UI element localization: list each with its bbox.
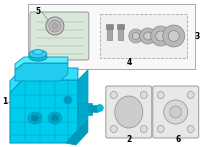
FancyBboxPatch shape (153, 86, 199, 138)
Circle shape (140, 91, 147, 98)
Bar (106, 24, 113, 29)
Circle shape (144, 32, 152, 40)
Circle shape (46, 17, 64, 35)
Bar (107, 28, 112, 40)
Bar (78, 103, 92, 115)
Bar (117, 24, 124, 29)
Circle shape (49, 20, 61, 32)
Circle shape (96, 105, 103, 112)
Ellipse shape (51, 115, 59, 122)
Ellipse shape (29, 50, 47, 58)
Circle shape (156, 31, 166, 41)
Circle shape (140, 28, 156, 44)
Ellipse shape (29, 53, 47, 61)
Polygon shape (10, 80, 78, 143)
Circle shape (64, 96, 72, 104)
Polygon shape (66, 120, 88, 145)
Polygon shape (15, 57, 68, 70)
Ellipse shape (33, 50, 43, 55)
Bar (100, 14, 187, 58)
Circle shape (157, 126, 164, 132)
Text: 4: 4 (127, 57, 132, 66)
Ellipse shape (31, 115, 39, 122)
Bar (88, 105, 98, 112)
Polygon shape (10, 68, 78, 93)
Text: 6: 6 (175, 136, 180, 145)
Circle shape (168, 30, 179, 41)
Circle shape (140, 126, 147, 132)
Text: 3: 3 (194, 31, 199, 41)
Circle shape (187, 126, 194, 132)
Ellipse shape (48, 112, 62, 124)
Circle shape (132, 32, 139, 40)
Circle shape (151, 26, 171, 46)
FancyBboxPatch shape (106, 86, 152, 138)
Bar (118, 28, 123, 40)
Text: 1: 1 (2, 97, 8, 106)
Circle shape (110, 126, 117, 132)
Circle shape (164, 100, 188, 124)
Bar (28, 4, 195, 69)
Circle shape (187, 91, 194, 98)
Text: 5: 5 (35, 6, 41, 15)
Circle shape (170, 106, 182, 118)
Ellipse shape (28, 112, 42, 124)
Ellipse shape (115, 96, 143, 128)
Circle shape (163, 25, 185, 47)
Polygon shape (78, 70, 88, 130)
FancyBboxPatch shape (30, 12, 89, 60)
Polygon shape (15, 63, 68, 81)
Circle shape (129, 29, 143, 43)
Circle shape (110, 91, 117, 98)
Circle shape (52, 23, 58, 29)
Circle shape (157, 91, 164, 98)
Text: 2: 2 (126, 136, 131, 145)
